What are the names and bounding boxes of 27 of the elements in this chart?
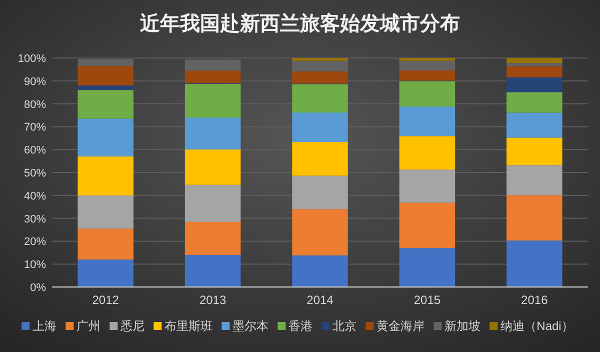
legend-label: 墨尔本	[232, 319, 269, 333]
y-tick-label: 0%	[30, 282, 46, 294]
legend-label: 北京	[332, 319, 357, 333]
legend-label: 黄金海岸	[376, 319, 425, 333]
legend-label: 新加坡	[444, 319, 481, 333]
legend-label: 上海	[32, 319, 57, 333]
chart-title: 近年我国赴新西兰旅客始发城市分布	[139, 12, 460, 35]
y-tick-label: 30%	[24, 213, 46, 226]
y-tick-label: 80%	[24, 98, 46, 111]
x-tick-label: 2014	[306, 293, 334, 307]
x-tick-label: 2012	[92, 293, 120, 307]
y-tick-label: 60%	[24, 144, 46, 157]
legend-label: 纳迪（Nadi）	[500, 319, 574, 333]
x-tick-label: 2013	[199, 293, 226, 307]
y-tick-label: 100%	[18, 53, 46, 65]
x-tick-label: 2016	[521, 293, 548, 307]
y-tick-label: 40%	[24, 190, 46, 202]
y-tick-label: 90%	[24, 76, 46, 88]
y-tick-label: 50%	[24, 168, 46, 180]
x-tick-label: 2015	[414, 293, 441, 307]
legend-label: 悉尼	[120, 319, 145, 333]
legend-label: 布里斯班	[164, 319, 213, 333]
legend-label: 香港	[288, 319, 313, 333]
y-tick-label: 20%	[24, 236, 46, 248]
legend-label: 广州	[76, 319, 101, 333]
y-tick-label: 10%	[24, 259, 46, 272]
y-tick-label: 70%	[24, 122, 46, 134]
